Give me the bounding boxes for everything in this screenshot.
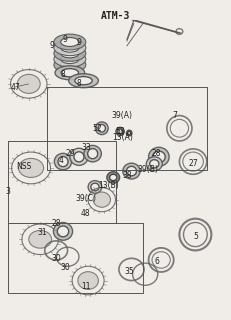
Text: 8: 8 [61,70,65,79]
Ellipse shape [54,40,86,56]
Ellipse shape [61,37,79,46]
Text: 52: 52 [92,124,102,133]
Ellipse shape [146,157,162,171]
Ellipse shape [107,172,120,183]
Ellipse shape [54,153,72,170]
Text: 3: 3 [6,187,11,196]
Text: 28: 28 [52,219,61,228]
Text: 8: 8 [77,79,81,88]
Ellipse shape [78,272,98,289]
Ellipse shape [88,180,102,193]
Ellipse shape [61,43,79,52]
Text: 53: 53 [115,127,125,136]
Ellipse shape [53,222,73,240]
Ellipse shape [61,55,79,64]
Ellipse shape [116,127,124,136]
Ellipse shape [109,174,117,180]
Ellipse shape [75,76,92,85]
Text: 9: 9 [49,41,54,50]
Ellipse shape [95,122,108,135]
Text: 29: 29 [65,149,75,158]
Ellipse shape [74,152,84,162]
Ellipse shape [57,226,69,237]
Ellipse shape [61,69,79,77]
Ellipse shape [17,74,40,93]
Ellipse shape [54,34,86,50]
Text: ATM-3: ATM-3 [101,11,130,21]
Ellipse shape [149,147,169,166]
Ellipse shape [118,129,122,134]
Text: 28: 28 [152,149,161,158]
Ellipse shape [70,148,88,165]
Ellipse shape [18,158,44,178]
Ellipse shape [91,183,99,191]
Text: 13(B): 13(B) [98,181,119,190]
Text: 31: 31 [38,228,47,237]
Ellipse shape [69,74,98,88]
Text: 5: 5 [193,232,198,241]
Ellipse shape [58,156,68,167]
Ellipse shape [150,160,159,168]
Ellipse shape [61,60,79,69]
Text: 11: 11 [81,282,91,292]
Ellipse shape [54,57,86,73]
Ellipse shape [126,166,137,176]
Text: 6: 6 [154,257,159,266]
Ellipse shape [93,192,110,207]
Text: 30: 30 [51,254,61,263]
Ellipse shape [128,132,131,135]
Text: 48: 48 [81,209,91,219]
Ellipse shape [88,148,98,159]
Ellipse shape [84,145,101,162]
Text: 39(B): 39(B) [137,165,158,174]
Text: 7: 7 [172,111,177,120]
Text: 39(A): 39(A) [112,111,133,120]
Ellipse shape [98,124,106,132]
Text: 27: 27 [188,159,198,168]
Text: 47: 47 [10,83,20,92]
Ellipse shape [29,230,52,248]
Text: 33: 33 [81,143,91,152]
Ellipse shape [123,163,140,179]
Text: 4: 4 [58,156,63,164]
Ellipse shape [55,66,85,80]
Text: 38: 38 [122,172,132,180]
Text: 35: 35 [124,267,134,276]
Ellipse shape [61,49,79,58]
Ellipse shape [126,130,132,136]
Text: 9: 9 [63,35,68,44]
Text: 30: 30 [61,263,70,272]
Ellipse shape [54,51,86,67]
Text: 39(C): 39(C) [75,194,96,203]
Text: NSS: NSS [17,162,32,171]
Ellipse shape [152,151,165,163]
Text: 13(A): 13(A) [112,133,133,142]
Ellipse shape [54,45,86,61]
Text: 9: 9 [76,38,81,47]
